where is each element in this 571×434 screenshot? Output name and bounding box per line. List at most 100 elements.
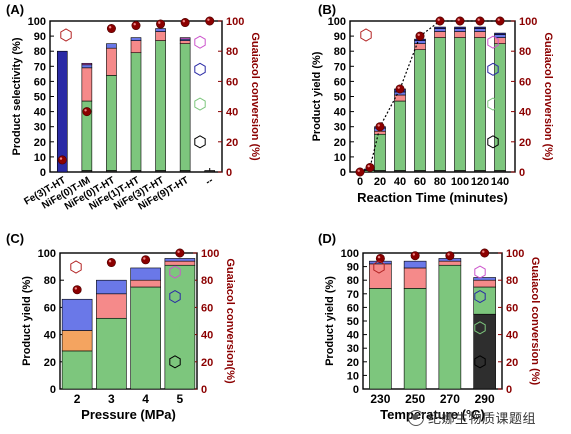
bar-cyclohexanol — [394, 100, 406, 171]
y-tick-label: 80 — [334, 46, 346, 58]
conversion-point — [480, 248, 490, 258]
conversion-point — [205, 16, 215, 26]
y2-tick-label: 0 — [226, 167, 232, 179]
bar-cyclohexanol — [494, 43, 506, 171]
bar-anisole — [494, 32, 506, 35]
y-axis-label: Product selectivity (%) — [11, 37, 23, 155]
x-tick-label: 5 — [177, 392, 184, 406]
x-tick-label: 3 — [108, 392, 115, 406]
conversion-point — [355, 167, 365, 177]
bar-methoxy-cyclohexane — [473, 277, 496, 281]
molecule-icon — [474, 355, 486, 369]
bar-methoxy-cyclohexanol — [106, 47, 117, 76]
bar-cyclohexanol — [454, 37, 466, 171]
bar-anisole — [434, 26, 446, 29]
conversion-point-highlight — [482, 250, 485, 253]
bar-cyclohexanol — [403, 288, 427, 390]
conversion-point-highlight — [133, 23, 136, 26]
bar-cyclohexanol — [130, 52, 142, 171]
bar-methoxy-cyclohexane — [474, 28, 486, 32]
y-tick-label: 60 — [334, 76, 346, 88]
bar-methoxy-cyclohexane — [96, 279, 127, 295]
y-tick-label: 90 — [34, 31, 46, 43]
y2-tick-label: 40 — [226, 107, 238, 119]
x-tick-label: 2 — [74, 392, 81, 406]
x-axis-label: Temperature (°C) — [380, 407, 485, 422]
conversion-point-highlight — [477, 18, 480, 21]
x-tick-label: 270 — [440, 392, 460, 406]
bar-methoxy-cyclohexane — [81, 64, 93, 69]
bar-cyclohexanol — [61, 350, 93, 390]
y-tick-label: 100 — [328, 16, 346, 28]
conversion-point-highlight — [59, 157, 63, 160]
panel-label: (D) — [318, 231, 336, 246]
conversion-point-highlight — [84, 109, 87, 112]
bar-methoxy-cyclohexane — [130, 37, 142, 41]
x-tick-label: 290 — [475, 392, 495, 406]
guaiacol-icon — [60, 28, 72, 42]
watermark-text: 纪娜生物质课题组 — [428, 412, 537, 427]
conversion-point — [175, 248, 185, 258]
molecule-icon — [169, 355, 181, 369]
bar-cyclohexanol — [474, 37, 486, 171]
y-tick-label: 80 — [34, 46, 46, 58]
y2-tick-label: 40 — [519, 107, 531, 119]
conversion-point — [57, 155, 67, 165]
bar-cyclohexanol — [179, 43, 191, 171]
molecule-icon — [487, 135, 499, 149]
molecule-icon — [194, 97, 206, 111]
bar-methoxy-cyclohexanol — [369, 263, 392, 289]
y-tick-label: 60 — [347, 302, 359, 314]
x-tick-label: 40 — [394, 176, 406, 188]
y2-tick-label: 80 — [226, 46, 238, 58]
y2-axis-label: Guaiacol conversion (%) — [249, 32, 261, 161]
bar-cyclohexanol — [374, 133, 386, 171]
panel-label: (B) — [318, 2, 336, 17]
y-axis-label: Product yield (%) — [21, 276, 33, 366]
bar-anisole — [474, 26, 486, 29]
x-tick-label: 100 — [451, 176, 469, 188]
conversion-point — [415, 31, 425, 41]
bar-methoxy-cyclohexane — [454, 28, 466, 32]
bar-methoxy-cyclohexane — [434, 28, 446, 32]
x-tick-label: 20 — [374, 176, 386, 188]
molecule-icon — [194, 135, 206, 149]
y2-tick-label: 40 — [506, 330, 518, 342]
bar-methoxy-cyclohexanol — [454, 31, 466, 38]
bar-cyclohexanol — [438, 264, 462, 390]
bar-phenol — [81, 62, 93, 66]
bar-methoxy-cyclohexanol — [155, 31, 166, 41]
molecule-icon — [169, 321, 181, 335]
y-axis-label: Product yield (%) — [311, 51, 323, 141]
bar-cyclohexanol — [414, 49, 426, 171]
bar-methoxy-cyclohexanol — [394, 94, 406, 102]
conversion-point — [82, 107, 92, 117]
y2-tick-label: 20 — [201, 357, 213, 369]
conversion-point — [375, 122, 385, 132]
x-axis-label: Reaction Time (minutes) — [357, 190, 508, 205]
y-tick-label: 0 — [50, 384, 56, 396]
bar-methoxy-cyclohexanol — [130, 279, 161, 288]
x-tick-label: 250 — [405, 392, 425, 406]
conversion-point-highlight — [437, 18, 440, 21]
y-tick-label: 100 — [28, 16, 46, 28]
x-axis-label: Pressure (MPa) — [81, 407, 176, 422]
molecule-icon — [474, 265, 486, 279]
y-tick-label: 30 — [334, 122, 346, 134]
y-tick-label: 20 — [44, 357, 56, 369]
molecule-icon — [169, 265, 181, 279]
conversion-point-highlight — [447, 253, 450, 256]
bar-methoxy-cyclohexane — [403, 260, 427, 269]
panel-a: (A) 0 10 20 30 40 50 60 70 80 90 100 0 20 40 60 80 100 Pro… — [6, 2, 261, 213]
conversion-point-highlight — [397, 86, 400, 89]
bar-methoxy-cyclohexane — [106, 43, 117, 49]
y-tick-label: 10 — [347, 370, 359, 382]
y-tick-label: 20 — [334, 137, 346, 149]
conversion-point-highlight — [377, 124, 380, 127]
y2-tick-label: 0 — [201, 384, 207, 396]
bar-methoxy-cyclohexanol — [473, 279, 496, 288]
molecule-icon — [487, 35, 499, 49]
y-tick-label: 70 — [34, 61, 46, 73]
y-tick-label: 20 — [347, 357, 359, 369]
